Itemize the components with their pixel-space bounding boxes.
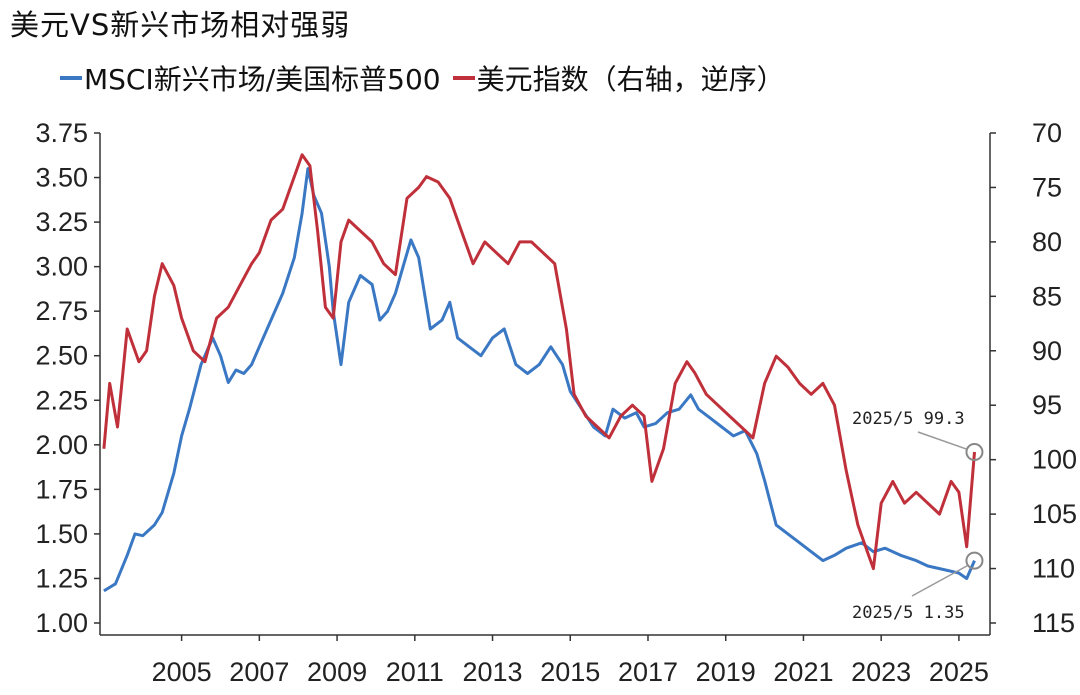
x-tick-label: 2023 — [851, 657, 911, 687]
chart-title: 美元VS新兴市场相对强弱 — [10, 8, 351, 42]
x-tick-label: 2019 — [696, 657, 756, 687]
left-tick-label: 2.75 — [35, 296, 88, 326]
left-tick-label: 1.50 — [35, 519, 88, 549]
x-tick-label: 2025 — [929, 657, 989, 687]
annotation-leader-msci — [911, 564, 968, 597]
annotation-leader-usd — [917, 431, 967, 450]
left-tick-label: 3.75 — [35, 118, 88, 148]
legend: MSCI新兴市场/美国标普500 美元指数（右轴，逆序） — [60, 58, 797, 98]
legend-label-msci: MSCI新兴市场/美国标普500 — [84, 63, 441, 96]
series-line-usd — [102, 153, 976, 571]
legend-item-usd: 美元指数（右轴，逆序） — [452, 58, 785, 98]
legend-swatch-msci — [60, 76, 82, 80]
left-tick-label: 2.25 — [35, 385, 88, 415]
left-tick-label: 2.00 — [35, 430, 88, 460]
left-tick-label: 3.25 — [35, 207, 88, 237]
left-tick-label: 1.75 — [35, 474, 88, 504]
x-tick-label: 2009 — [307, 657, 367, 687]
left-tick-label: 1.25 — [35, 563, 88, 593]
right-tick-label: 90 — [1032, 336, 1062, 366]
left-tick-label: 3.50 — [35, 163, 88, 193]
right-tick-label: 100 — [1032, 445, 1077, 475]
series-line-msci — [103, 167, 976, 593]
annotation-label-usd: 2025/5 99.3 — [852, 409, 965, 429]
right-tick-label: 115 — [1032, 608, 1075, 638]
x-tick-label: 2015 — [540, 657, 600, 687]
legend-label-usd: 美元指数（右轴，逆序） — [476, 63, 785, 96]
legend-item-msci: MSCI新兴市场/美国标普500 — [60, 58, 441, 98]
right-tick-label: 110 — [1032, 554, 1075, 584]
legend-swatch-usd — [452, 76, 475, 80]
annotation-label-msci: 2025/5 1.35 — [852, 603, 965, 623]
annotation-marker-usd — [965, 443, 984, 462]
right-tick-label: 75 — [1032, 172, 1062, 202]
left-tick-label: 1.00 — [35, 608, 88, 638]
right-tick-label: 85 — [1032, 281, 1062, 311]
x-tick-label: 2005 — [152, 657, 212, 687]
left-tick-label: 3.00 — [35, 252, 88, 282]
right-tick-label: 105 — [1032, 499, 1077, 529]
x-tick-label: 2011 — [386, 657, 444, 687]
x-tick-label: 2021 — [773, 657, 833, 687]
right-tick-label: 80 — [1032, 227, 1062, 257]
x-tick-label: 2017 — [618, 657, 678, 687]
x-tick-label: 2013 — [462, 657, 522, 687]
right-tick-label: 70 — [1032, 118, 1062, 148]
x-tick-label: 2007 — [229, 657, 289, 687]
annotation-marker-msci — [965, 551, 984, 570]
left-tick-label: 2.50 — [35, 341, 88, 371]
right-tick-label: 95 — [1032, 390, 1062, 420]
